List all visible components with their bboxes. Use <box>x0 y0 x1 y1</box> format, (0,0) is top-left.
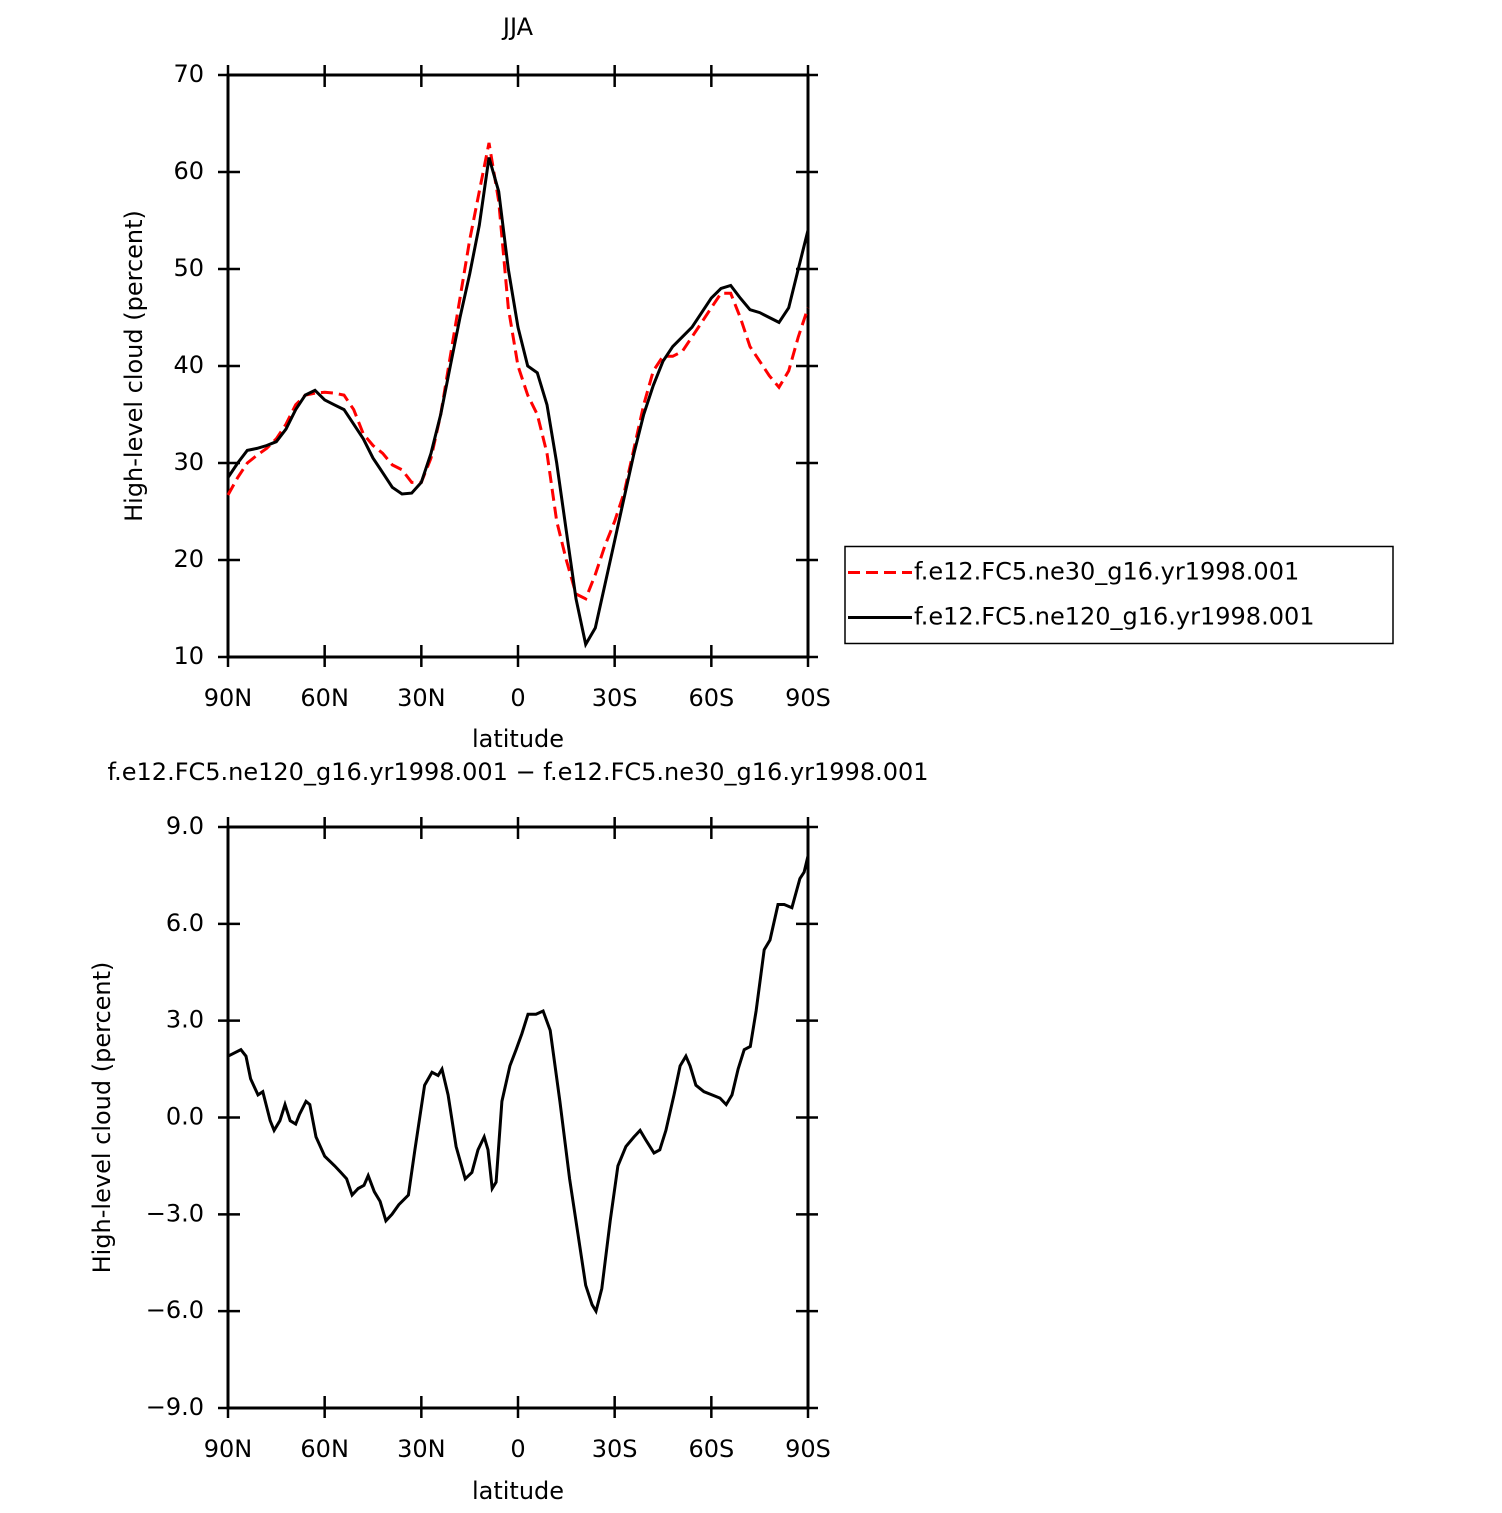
x-tick-label: 90N <box>204 1435 253 1463</box>
x-tick-label: 60S <box>688 1435 734 1463</box>
y-tick-label: −6.0 <box>146 1296 204 1324</box>
y-tick-label: 6.0 <box>166 909 204 937</box>
data-line <box>227 855 810 1316</box>
y-tick-label: 10 <box>173 642 204 670</box>
x-tick-label: 90S <box>785 1435 831 1463</box>
legend-label: f.e12.FC5.ne120_g16.yr1998.001 <box>914 602 1315 630</box>
x-tick-label: 30S <box>592 1435 638 1463</box>
x-tick-label: 30S <box>592 684 638 712</box>
y-tick-label: 9.0 <box>166 812 204 840</box>
x-tick-label: 30N <box>397 684 446 712</box>
y-tick-label: 3.0 <box>166 1006 204 1034</box>
x-tick-label: 60S <box>688 684 734 712</box>
x-tick-label: 60N <box>300 1435 349 1463</box>
x-tick-label: 30N <box>397 1435 446 1463</box>
y-tick-label: 60 <box>173 157 204 185</box>
x-tick-label: 90S <box>785 684 831 712</box>
chart-title: f.e12.FC5.ne120_g16.yr1998.001 − f.e12.F… <box>107 758 928 786</box>
y-tick-label: 20 <box>173 545 204 573</box>
y-axis-label: High-level cloud (percent) <box>88 962 116 1274</box>
y-tick-label: 50 <box>173 254 204 282</box>
y-tick-label: −3.0 <box>146 1199 204 1227</box>
legend: f.e12.FC5.ne30_g16.yr1998.001 f.e12.FC5.n… <box>844 545 1394 645</box>
plot-frame <box>226 825 810 1410</box>
data-line <box>226 142 810 601</box>
chart-title: JJA <box>501 13 534 41</box>
y-tick-label: 40 <box>173 351 204 379</box>
legend-frame <box>844 545 1394 645</box>
plot-frame <box>226 73 810 659</box>
x-axis-label: latitude <box>472 725 564 753</box>
x-tick-label: 0 <box>510 1435 525 1463</box>
y-tick-label: 0.0 <box>166 1103 204 1131</box>
y-tick-label: 70 <box>173 60 204 88</box>
data-line <box>226 157 810 649</box>
x-axis-label: latitude <box>472 1477 564 1505</box>
x-tick-label: 90N <box>204 684 253 712</box>
y-tick-label: −9.0 <box>146 1393 204 1421</box>
y-tick-label: 30 <box>173 448 204 476</box>
x-tick-label: 0 <box>510 684 525 712</box>
y-axis-label: High-level cloud (percent) <box>120 210 148 522</box>
x-tick-label: 60N <box>300 684 349 712</box>
legend-label: f.e12.FC5.ne30_g16.yr1998.001 <box>914 557 1299 585</box>
